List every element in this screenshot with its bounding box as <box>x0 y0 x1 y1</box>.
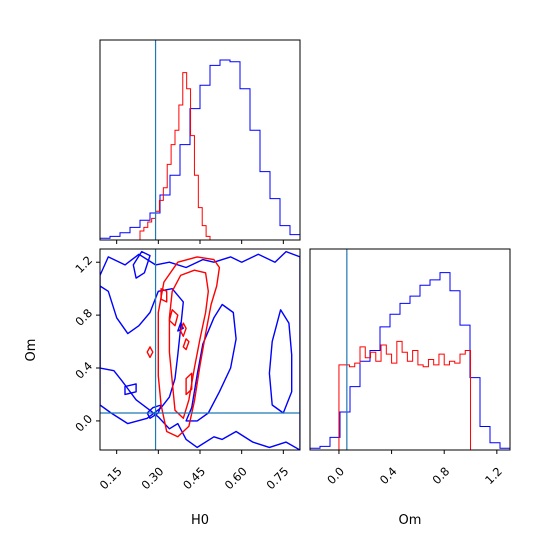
contour-blue-5 <box>124 383 137 396</box>
om-histogram-panel: 0.0 0.4 0.8 1.2 <box>309 248 511 487</box>
contour-frame <box>99 248 301 451</box>
h0-x-tick-label: 0.75 <box>263 464 291 492</box>
contour-red-14 <box>146 346 154 359</box>
contour-blue-6 <box>146 404 162 419</box>
contour-red-10 <box>185 372 193 396</box>
om-x-tick-label: 0.8 <box>429 464 452 487</box>
h0-hist-marks <box>100 59 300 240</box>
h0-hist-red <box>139 72 211 240</box>
h0-x-tick-label: 0.30 <box>138 464 166 492</box>
contour-blue-0 <box>100 250 300 450</box>
contour-red-8 <box>157 256 221 438</box>
contour-blue-4 <box>132 250 151 279</box>
om-hist-frame <box>309 248 511 451</box>
h0-om-contour-panel: 0.15 0.30 0.45 0.60 0.75 0.0 0.4 0.8 1.2 <box>72 248 301 492</box>
contour-blue-1 <box>100 285 184 425</box>
h0-x-tick-label: 0.45 <box>180 464 208 492</box>
om-hist-red <box>338 340 472 450</box>
contour-marks <box>100 250 300 450</box>
om-y-tick-label: 0.0 <box>72 412 95 435</box>
om-hist-marks <box>310 272 510 450</box>
h0-hist-frame <box>99 39 301 241</box>
om-y-tick-label: 0.8 <box>72 306 95 329</box>
contour-red-11 <box>168 309 179 327</box>
om-x-tick-label: 1.2 <box>482 464 505 487</box>
contour-red-13 <box>160 288 168 303</box>
om-x-tick-label: 0.4 <box>377 464 400 487</box>
h0-hist-blue <box>100 59 300 240</box>
h0-x-tick-label: 0.60 <box>222 464 250 492</box>
om-x-tick-label: 0.0 <box>324 464 347 487</box>
om-y-tick-label: 1.2 <box>72 253 95 276</box>
contour-blue-3 <box>268 309 293 414</box>
h0-x-tick-label: 0.15 <box>97 464 125 492</box>
contour-red-12 <box>179 322 187 337</box>
om-y-tick-label: 0.4 <box>72 359 95 382</box>
om-hist-blue <box>310 272 510 450</box>
x-axis-label-om: Om <box>399 513 422 528</box>
y-axis-label-om: Om <box>24 339 39 362</box>
h0-histogram-panel <box>99 39 301 244</box>
contour-red-15 <box>182 338 190 351</box>
x-axis-label-h0: H0 <box>191 513 209 528</box>
